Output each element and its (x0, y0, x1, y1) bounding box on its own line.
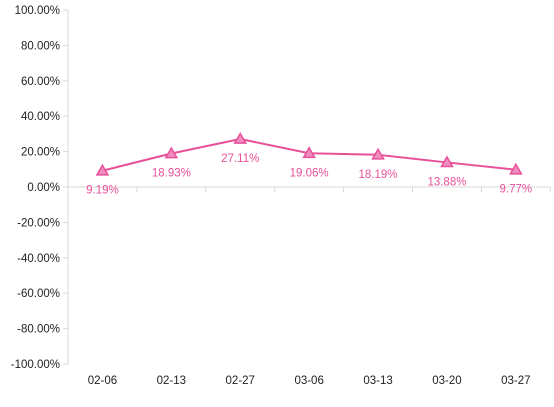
y-tick-label: 40.00% (21, 111, 60, 123)
data-label: 18.19% (359, 169, 398, 181)
x-tick-label: 03-06 (294, 375, 323, 387)
x-tick-label: 03-20 (432, 375, 461, 387)
data-point-marker (440, 155, 454, 168)
y-tick-label: 20.00% (21, 147, 60, 159)
y-tick-label: -80.00% (17, 324, 60, 336)
x-tick-label: 03-13 (363, 375, 392, 387)
y-tick-label: 60.00% (21, 76, 60, 88)
series-line-group (95, 132, 523, 176)
y-tick-label: 100.00% (15, 5, 60, 17)
y-tick-label: -40.00% (17, 253, 60, 265)
x-tick-label: 03-27 (501, 375, 530, 387)
x-axis: 02-06 02-13 02-27 03-06 03-13 03-20 03-27 (67, 186, 551, 387)
data-label: 18.93% (152, 167, 191, 179)
x-tick-label: 02-06 (88, 375, 117, 387)
data-point-marker (164, 146, 179, 159)
data-point-marker (95, 163, 110, 176)
x-tick-label: 02-13 (157, 375, 186, 387)
y-tick-label: -20.00% (17, 217, 60, 229)
data-label: 9.19% (86, 185, 119, 197)
data-point-marker (371, 147, 385, 160)
data-point-marker (302, 146, 316, 159)
data-label: 13.88% (427, 176, 466, 188)
data-point-marker (509, 162, 523, 175)
data-label: 9.77% (500, 184, 533, 196)
data-point-marker (233, 132, 248, 144)
data-label: 27.11% (221, 153, 259, 165)
data-labels: 9.19% 18.93% 27.11% 19.06% 18.19% 13.88% 9.77% (86, 153, 532, 197)
y-tick-label: -60.00% (17, 288, 60, 300)
y-tick-label: 0.00% (27, 182, 60, 194)
y-tick-label: -100.00% (11, 359, 60, 371)
y-axis: 100.00% 80.00% 60.00% 40.00% 20.00% 0.00% -20.… (11, 5, 69, 371)
x-tick-label: 02-27 (226, 375, 255, 387)
data-label: 19.06% (290, 167, 329, 179)
y-tick-label: 80.00% (21, 40, 60, 52)
